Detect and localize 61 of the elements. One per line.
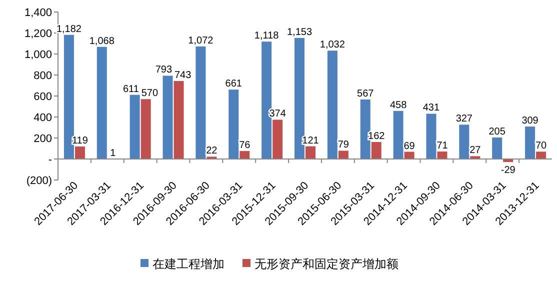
data-label: 22 xyxy=(206,146,218,157)
bar xyxy=(228,90,239,159)
data-label: 69 xyxy=(404,140,416,152)
y-tick-label: 800 xyxy=(34,70,52,82)
data-label: 1,153 xyxy=(286,26,312,38)
data-label: -29 xyxy=(500,165,516,176)
bar xyxy=(437,152,448,159)
data-label: 793 xyxy=(155,64,172,76)
data-label: 1,068 xyxy=(89,36,115,47)
bar xyxy=(64,34,74,159)
bar xyxy=(174,80,184,159)
data-label: 27 xyxy=(470,145,482,156)
bar xyxy=(492,137,502,159)
y-tick-label: 600 xyxy=(34,91,52,103)
legend-label: 无形资产和固定资产增加额 xyxy=(254,257,398,271)
data-label: 309 xyxy=(522,116,539,127)
y-tick-label: - xyxy=(48,154,52,166)
y-tick-label: 1,200 xyxy=(24,28,52,40)
bar xyxy=(459,124,470,159)
bar xyxy=(404,152,414,159)
data-label: 71 xyxy=(436,140,448,152)
data-label: 743 xyxy=(174,70,192,81)
bar xyxy=(306,146,316,159)
y-tick-label: 1,400 xyxy=(24,7,52,19)
data-label: 570 xyxy=(141,88,158,100)
bar xyxy=(272,120,283,159)
data-label: 431 xyxy=(422,102,440,114)
data-label: 567 xyxy=(357,88,374,100)
y-tick-label: 200 xyxy=(34,133,52,145)
data-label: 611 xyxy=(122,84,140,95)
bar xyxy=(371,142,382,159)
bar xyxy=(240,151,250,159)
bar xyxy=(140,99,151,159)
bar xyxy=(327,50,338,159)
data-label: 1,182 xyxy=(56,24,82,35)
bar xyxy=(96,46,107,159)
bar xyxy=(338,150,348,159)
legend-label: 在建工程增加 xyxy=(152,257,224,271)
y-tick-label: 1,000 xyxy=(24,49,52,61)
bar xyxy=(162,76,173,159)
data-label: 327 xyxy=(456,114,473,125)
data-label: 79 xyxy=(338,140,350,151)
data-label: 458 xyxy=(390,100,408,111)
y-tick-label: 400 xyxy=(34,112,52,124)
data-label: 1,118 xyxy=(254,30,280,42)
bar xyxy=(74,146,85,159)
bar xyxy=(196,46,206,159)
data-label: 76 xyxy=(239,140,251,152)
bar xyxy=(525,126,536,159)
bar xyxy=(426,114,436,159)
data-label: 661 xyxy=(225,78,242,90)
bar xyxy=(130,94,140,159)
data-label: 205 xyxy=(488,126,506,138)
bar xyxy=(294,38,304,159)
data-label: 1 xyxy=(110,148,116,159)
bar xyxy=(393,110,404,159)
bar xyxy=(536,152,546,159)
data-label: 1,072 xyxy=(188,35,214,46)
data-label: 70 xyxy=(535,140,548,152)
data-label: 1,032 xyxy=(320,40,346,51)
bar xyxy=(360,99,370,159)
